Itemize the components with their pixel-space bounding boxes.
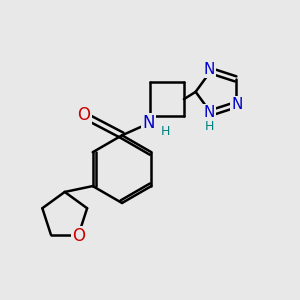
Text: N: N [231,97,243,112]
Text: H: H [205,120,214,133]
Text: O: O [77,106,90,124]
Text: H: H [161,125,170,138]
Text: N: N [204,105,215,120]
Text: N: N [142,115,155,133]
Text: O: O [72,227,85,245]
Text: N: N [204,62,215,77]
